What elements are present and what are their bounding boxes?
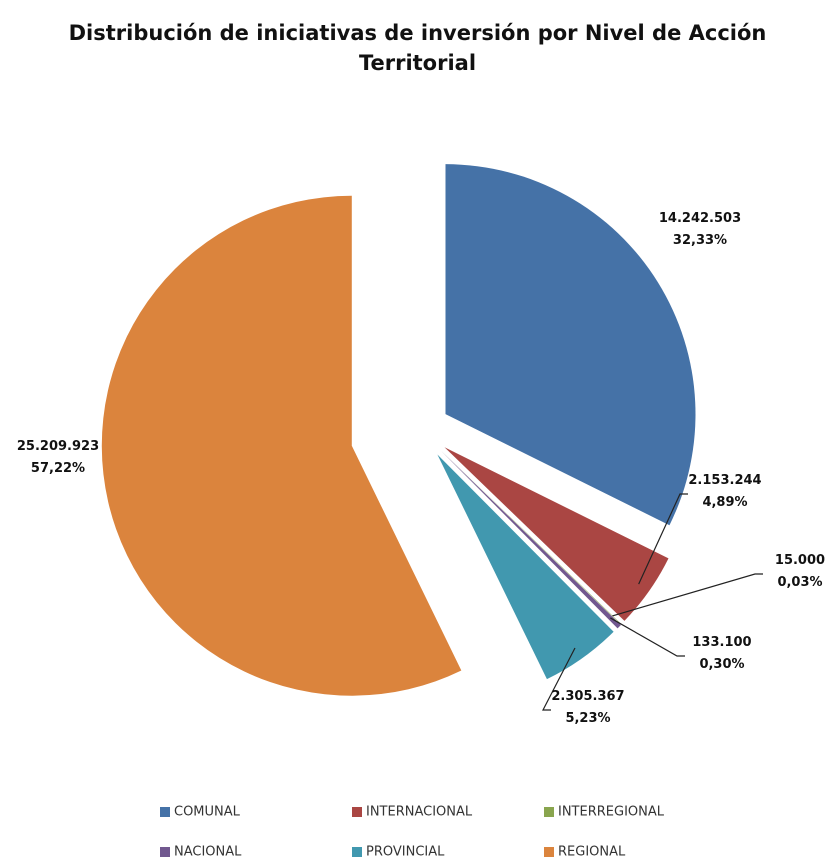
percent-label: 0,03% bbox=[777, 575, 822, 590]
data-label: 2.305.367 bbox=[551, 689, 624, 704]
legend-label: INTERREGIONAL bbox=[558, 805, 665, 820]
percent-label: 57,22% bbox=[31, 461, 85, 476]
data-label: 14.242.503 bbox=[659, 211, 741, 226]
leader-line bbox=[612, 573, 763, 617]
legend-swatch bbox=[544, 807, 554, 817]
data-label: 133.100 bbox=[692, 635, 751, 650]
percent-label: 5,23% bbox=[565, 711, 610, 726]
pie-slice bbox=[445, 164, 696, 526]
pie-slice bbox=[437, 454, 614, 680]
leader-line bbox=[610, 617, 685, 657]
legend-label: REGIONAL bbox=[558, 845, 626, 860]
pie-slice bbox=[444, 447, 669, 621]
legend-swatch bbox=[352, 807, 362, 817]
data-label: 25.209.923 bbox=[17, 439, 99, 454]
percent-label: 4,89% bbox=[702, 495, 747, 510]
legend-swatch bbox=[544, 847, 554, 857]
legend-swatch bbox=[160, 847, 170, 857]
legend-label: NACIONAL bbox=[174, 845, 242, 860]
percent-label: 32,33% bbox=[673, 233, 727, 248]
pie-slice bbox=[441, 451, 621, 629]
data-label: 15.000 bbox=[775, 553, 825, 568]
legend-swatch bbox=[352, 847, 362, 857]
pie-slice bbox=[441, 450, 622, 625]
pie-slice bbox=[101, 195, 462, 696]
percent-label: 0,30% bbox=[699, 657, 744, 672]
leader-line bbox=[542, 647, 576, 711]
legend-label: INTERNACIONAL bbox=[366, 805, 473, 820]
legend-swatch bbox=[160, 807, 170, 817]
legend-label: PROVINCIAL bbox=[366, 845, 445, 860]
chart-title: Distribución de iniciativas de inversión… bbox=[68, 21, 767, 75]
legend-label: COMUNAL bbox=[174, 805, 241, 820]
data-label: 2.153.244 bbox=[688, 473, 761, 488]
leader-line bbox=[638, 493, 688, 585]
